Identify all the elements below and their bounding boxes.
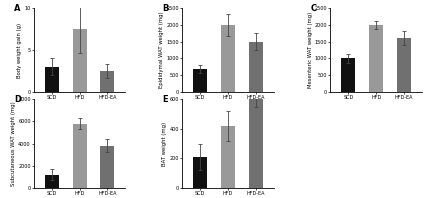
Y-axis label: Body weight gain (g): Body weight gain (g) [17,22,22,78]
Y-axis label: BAT weight (mg): BAT weight (mg) [162,122,167,166]
Y-axis label: Subcutaneous WAT weight (mg): Subcutaneous WAT weight (mg) [11,101,16,186]
Text: A: A [14,4,20,13]
Bar [397,38,411,92]
Bar [45,67,59,92]
Text: E: E [162,95,167,104]
Bar [221,126,235,188]
Text: D: D [14,95,21,104]
Bar [249,42,262,92]
Bar [341,58,355,92]
Bar [73,124,86,188]
Y-axis label: Mesenteric WAT weight (mg): Mesenteric WAT weight (mg) [307,12,312,88]
Bar [369,25,383,92]
Bar [100,146,114,188]
Bar [73,29,86,92]
Bar [221,25,235,92]
Bar [249,99,262,188]
Bar [45,175,59,188]
Text: C: C [310,4,316,13]
Y-axis label: Epididymal WAT weight (mg): Epididymal WAT weight (mg) [159,12,165,88]
Bar [193,157,207,188]
Bar [100,71,114,92]
Text: B: B [162,4,168,13]
Bar [193,69,207,92]
